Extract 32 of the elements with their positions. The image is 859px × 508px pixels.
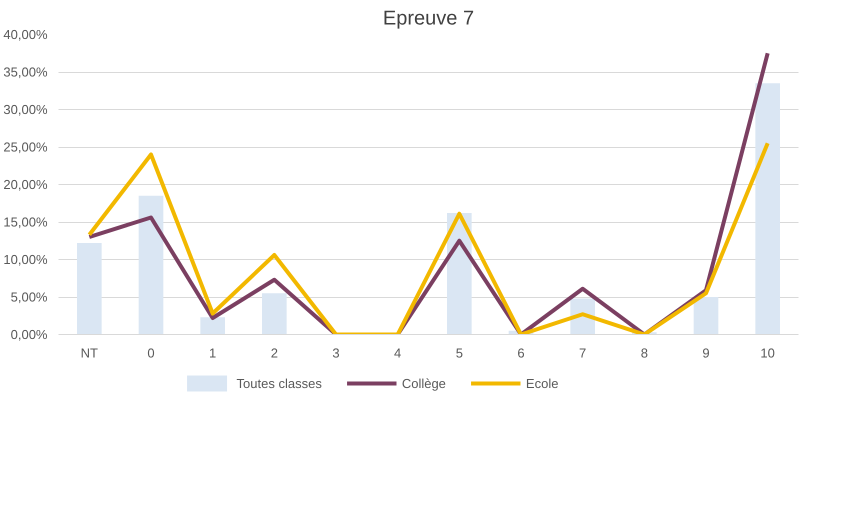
bar xyxy=(694,297,718,334)
bar xyxy=(138,196,164,334)
legend-label: Ecole xyxy=(526,376,558,390)
x-tick-label: 2 xyxy=(270,346,278,360)
x-tick-label: 3 xyxy=(332,346,340,360)
line-series xyxy=(87,141,770,334)
x-tick-label: 5 xyxy=(456,346,463,360)
x-tick-label: 8 xyxy=(640,346,648,360)
y-tick-label: 35,00% xyxy=(3,64,48,80)
y-tick-label: 40,00% xyxy=(3,27,48,42)
x-tick-label: 7 xyxy=(579,346,586,360)
x-tick-label: NT xyxy=(80,346,98,360)
bar xyxy=(200,317,225,334)
bar xyxy=(262,293,287,334)
y-tick-label: 25,00% xyxy=(3,140,48,154)
y-tick-label: 10,00% xyxy=(3,252,48,267)
bar xyxy=(77,243,102,334)
y-tick-label: 5,00% xyxy=(10,290,48,304)
bar xyxy=(755,83,780,334)
y-tick-label: 15,00% xyxy=(3,214,48,230)
y-tick-label: 0,00% xyxy=(10,327,48,342)
x-tick-label: 4 xyxy=(394,346,402,360)
y-tick-label: 20,00% xyxy=(3,177,48,192)
y-tick-label: 30,00% xyxy=(3,102,48,117)
chart-title: Epreuve 7 xyxy=(382,8,474,30)
x-tick-label: 1 xyxy=(209,346,216,360)
x-tick-label: 9 xyxy=(702,346,710,360)
x-tick-label: 0 xyxy=(147,346,155,360)
legend-label: Collège xyxy=(402,376,446,390)
x-tick-label: 6 xyxy=(517,346,525,360)
legend-label: Toutes classes xyxy=(236,376,322,390)
x-tick-label: 10 xyxy=(760,346,775,360)
